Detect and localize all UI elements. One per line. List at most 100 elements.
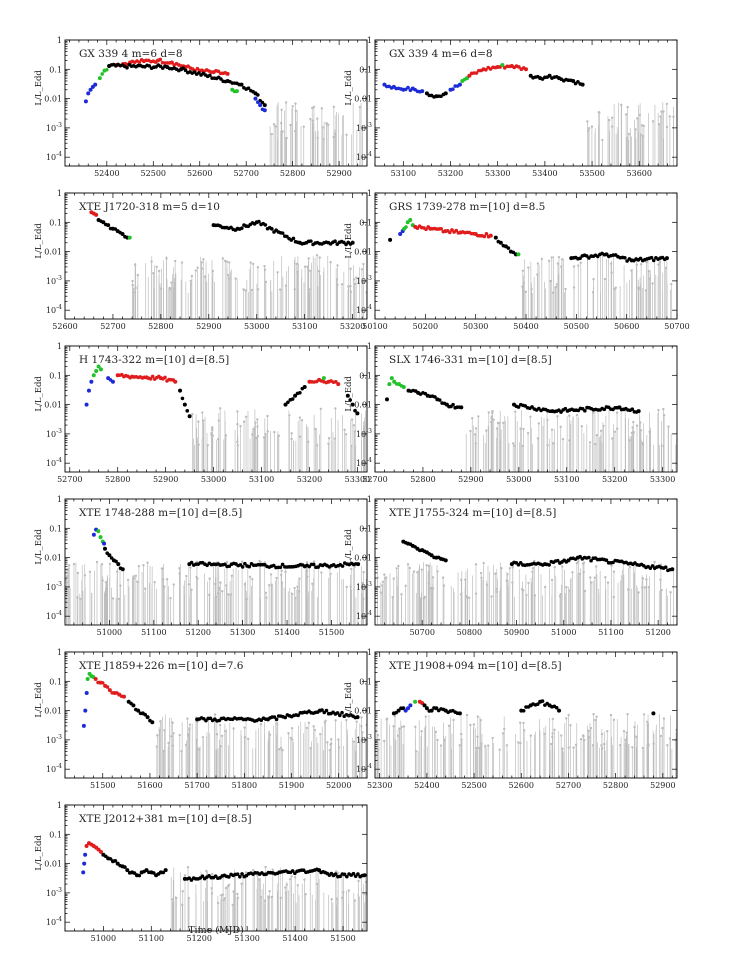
quiescent-point: [216, 901, 220, 905]
x-tick-label: 50300: [463, 322, 488, 331]
quiescent-point: [290, 432, 293, 435]
data-point-red: [105, 685, 110, 689]
quiescent-point: [142, 564, 145, 567]
quiescent-point: [590, 125, 594, 128]
quiescent-point: [475, 746, 478, 750]
y-axis-label: L/L_Edd: [34, 70, 44, 106]
quiescent-point: [317, 269, 321, 273]
x-tick-label: 51200: [645, 628, 670, 637]
data-point-black: [338, 874, 342, 879]
x-tick-label: 51500: [319, 628, 344, 637]
data-point-black: [623, 255, 627, 260]
quiescent-point: [189, 279, 192, 283]
data-point-black: [648, 566, 653, 570]
data-point-black: [223, 562, 227, 567]
data-point-black: [457, 711, 462, 716]
quiescent-point: [361, 731, 364, 734]
y-tick-label: 0.01: [44, 860, 62, 869]
quiescent-point: [350, 567, 353, 571]
x-tick-label: 52500: [461, 781, 486, 790]
quiescent-point: [347, 889, 350, 892]
data-point-blue: [406, 85, 410, 90]
y-tick-label: 1: [57, 801, 62, 810]
quiescent-point: [588, 441, 592, 444]
panel-title: XTE 1748-288 m=[10] d=[8.5]: [79, 507, 242, 519]
y-tick-label: 10-4: [46, 763, 62, 774]
data-point-blue: [91, 532, 96, 537]
y-tick-label: 10-3: [46, 122, 62, 133]
quiescent-point: [227, 593, 230, 596]
x-tick-label: 51200: [186, 934, 211, 943]
quiescent-point: [577, 264, 580, 267]
quiescent-point: [527, 266, 530, 269]
data-point-green: [98, 367, 103, 372]
quiescent-point: [526, 431, 530, 435]
quiescent-point: [249, 261, 252, 264]
plot-area: [382, 63, 675, 166]
x-tick-label: 53300: [485, 169, 510, 178]
quiescent-point: [202, 258, 205, 261]
data-point-blue: [84, 690, 89, 695]
quiescent-point: [594, 565, 598, 568]
quiescent-point: [353, 899, 357, 902]
quiescent-point: [201, 736, 205, 739]
quiescent-point: [321, 126, 325, 129]
quiescent-point: [332, 105, 336, 109]
data-point-green: [98, 535, 103, 540]
quiescent-point: [568, 589, 571, 592]
quiescent-point: [414, 725, 417, 729]
quiescent-point: [287, 732, 290, 735]
quiescent-point: [645, 578, 648, 581]
quiescent-point: [284, 886, 287, 889]
data-point-green: [405, 220, 410, 225]
data-point-black: [280, 231, 285, 235]
x-tick-label: 53100: [249, 475, 274, 484]
quiescent-point: [477, 415, 480, 418]
quiescent-point: [500, 567, 503, 570]
quiescent-point: [170, 281, 173, 284]
quiescent-point: [618, 743, 622, 747]
x-tick-label: 53100: [292, 322, 317, 331]
data-point-red: [447, 230, 452, 235]
y-tick-label: 10-4: [46, 304, 62, 315]
data-point-black: [516, 405, 521, 409]
x-tick-label: 52600: [52, 322, 77, 331]
quiescent-point: [591, 291, 595, 294]
quiescent-point: [601, 138, 604, 142]
y-tick-label: 10-4: [356, 610, 372, 621]
x-tick-label: 50700: [409, 628, 434, 637]
quiescent-point: [575, 413, 579, 417]
y-tick-label: 1: [57, 495, 62, 504]
quiescent-point: [291, 738, 294, 741]
quiescent-point: [169, 596, 172, 600]
quiescent-point: [173, 259, 177, 263]
quiescent-point: [220, 734, 224, 738]
quiescent-point: [320, 571, 323, 574]
quiescent-point: [376, 576, 379, 579]
quiescent-point: [503, 727, 506, 731]
quiescent-point: [297, 590, 301, 593]
data-point-green: [96, 364, 101, 369]
data-point-black: [443, 558, 448, 563]
data-point-black: [388, 237, 393, 242]
y-axis-label: L/L_Edd: [34, 376, 44, 412]
quiescent-point: [635, 735, 638, 738]
quiescent-point: [665, 102, 669, 106]
quiescent-point: [88, 570, 92, 574]
y-tick-label: 10-3: [356, 122, 372, 133]
quiescent-point: [505, 744, 509, 747]
quiescent-point: [670, 282, 673, 286]
x-tick-label: 51000: [91, 934, 116, 943]
quiescent-point: [420, 568, 424, 571]
quiescent-point: [472, 723, 476, 726]
quiescent-point: [633, 725, 636, 729]
quiescent-point: [313, 728, 317, 732]
data-point-black: [107, 553, 112, 558]
quiescent-point: [256, 266, 260, 269]
data-point-green: [404, 225, 408, 229]
quiescent-point: [479, 719, 482, 722]
x-tick-label: 52700: [556, 781, 581, 790]
quiescent-point: [263, 561, 266, 564]
x-tick-label: 53000: [201, 475, 226, 484]
data-point-red: [93, 676, 98, 681]
